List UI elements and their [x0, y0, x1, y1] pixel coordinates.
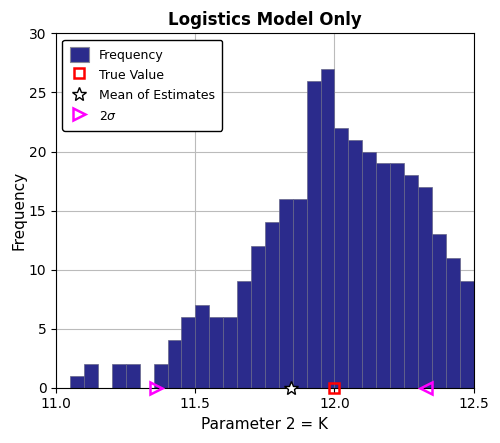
- Bar: [126, 364, 140, 388]
- Bar: [362, 152, 376, 388]
- Bar: [418, 187, 432, 388]
- Bar: [348, 140, 362, 388]
- Bar: [306, 81, 320, 388]
- Bar: [223, 317, 237, 388]
- Bar: [446, 258, 460, 388]
- Bar: [320, 69, 334, 388]
- Bar: [154, 364, 168, 388]
- Bar: [237, 281, 251, 388]
- X-axis label: Parameter 2 = K: Parameter 2 = K: [202, 417, 328, 432]
- Bar: [334, 128, 348, 388]
- Bar: [404, 175, 418, 388]
- Bar: [390, 163, 404, 388]
- Bar: [292, 199, 306, 388]
- Bar: [209, 317, 223, 388]
- Bar: [70, 376, 84, 388]
- Bar: [168, 340, 181, 388]
- Bar: [112, 364, 126, 388]
- Y-axis label: Frequency: Frequency: [11, 171, 26, 250]
- Bar: [265, 222, 279, 388]
- Bar: [84, 364, 98, 388]
- Bar: [251, 246, 265, 388]
- Legend: Frequency, True Value, Mean of Estimates, 2$\sigma$: Frequency, True Value, Mean of Estimates…: [62, 40, 222, 131]
- Title: Logistics Model Only: Logistics Model Only: [168, 11, 362, 29]
- Bar: [376, 163, 390, 388]
- Bar: [279, 199, 292, 388]
- Bar: [432, 234, 446, 388]
- Bar: [196, 305, 209, 388]
- Bar: [182, 317, 196, 388]
- Bar: [460, 281, 473, 388]
